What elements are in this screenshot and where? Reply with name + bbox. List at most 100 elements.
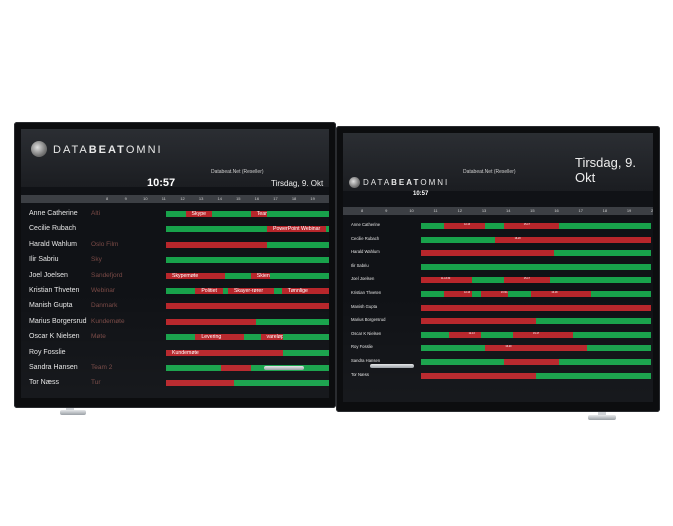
busy-block[interactable] — [221, 365, 251, 371]
free-block[interactable] — [166, 334, 196, 341]
free-block[interactable] — [273, 288, 282, 294]
free-block[interactable] — [283, 334, 329, 341]
busy-block[interactable]: Politiet — [195, 288, 224, 294]
busy-block[interactable]: Kundemøte — [166, 349, 284, 356]
busy-block[interactable] — [166, 380, 235, 387]
free-block[interactable] — [421, 263, 651, 270]
person-name: Roy Fosslie — [29, 348, 66, 356]
busy-block[interactable]: 12-13 — [444, 291, 472, 297]
busy-block[interactable] — [503, 359, 559, 365]
free-block[interactable] — [549, 277, 651, 284]
free-block[interactable] — [480, 331, 513, 338]
schedule-row[interactable]: Joel Joelsen 11-13:30 15-17 — [343, 273, 653, 287]
schedule-row[interactable]: Tor Næss Tur — [21, 376, 329, 390]
free-block[interactable] — [166, 211, 186, 217]
busy-block[interactable]: 16-18 — [531, 291, 592, 297]
free-block[interactable] — [244, 334, 261, 341]
event-label: vareløpr — [266, 334, 286, 341]
busy-block[interactable] — [421, 250, 555, 257]
busy-block[interactable]: 15-17 — [503, 277, 550, 284]
free-block[interactable] — [211, 211, 251, 217]
free-block[interactable] — [572, 331, 651, 338]
busy-block[interactable]: PowerPoint Webinar — [267, 226, 326, 233]
free-block[interactable] — [559, 359, 651, 365]
schedule-row[interactable]: Oscar K Nielsen Møte Levering vareløpr — [21, 330, 329, 344]
free-block[interactable] — [166, 257, 329, 264]
busy-block[interactable]: 16-20 — [494, 236, 633, 243]
free-block[interactable] — [554, 250, 651, 257]
busy-block[interactable] — [166, 318, 256, 325]
busy-block[interactable]: 15-17 — [513, 331, 573, 338]
schedule-row[interactable]: Ilir Sabriu Sky — [21, 253, 329, 267]
busy-block[interactable] — [166, 241, 268, 248]
schedule-row[interactable]: Roy Fosslie Kundemøte — [21, 346, 329, 360]
free-block[interactable] — [270, 272, 329, 279]
schedule-row[interactable]: Kristian Thveten 12-13 13:30-15 16-18 — [343, 287, 653, 301]
free-block[interactable] — [485, 223, 504, 229]
schedule-row[interactable]: Ilir Sabriu — [343, 260, 653, 274]
free-block[interactable] — [421, 291, 444, 297]
schedule-row[interactable]: Tor Næss — [343, 369, 653, 383]
busy-block[interactable]: 12-13 — [448, 331, 481, 338]
free-block[interactable] — [508, 291, 532, 297]
free-block[interactable] — [224, 272, 251, 279]
free-block[interactable] — [591, 291, 651, 297]
free-block[interactable] — [166, 226, 268, 233]
schedule-row[interactable]: Manish Gupta — [343, 301, 653, 315]
free-block[interactable] — [283, 349, 329, 356]
busy-block[interactable]: Skien — [250, 272, 271, 279]
free-block[interactable] — [559, 223, 651, 229]
busy-block[interactable]: Team 2 — [250, 211, 274, 217]
schedule-row[interactable]: Anne Catherine 12-13 15-17 — [343, 219, 653, 233]
schedule-row[interactable]: Anne Catherine Alti Skype Team 2 — [21, 207, 329, 221]
schedule-row[interactable]: Cecilie Rubach 16-20 — [343, 233, 653, 247]
free-block[interactable] — [536, 372, 651, 379]
schedule-row[interactable]: Roy Fosslie 16-20 — [343, 341, 653, 355]
free-block[interactable] — [421, 223, 444, 229]
free-block[interactable] — [267, 241, 329, 248]
busy-block[interactable] — [421, 304, 651, 311]
free-block[interactable] — [471, 277, 504, 284]
busy-block[interactable]: 12-13 — [444, 223, 486, 229]
busy-block[interactable]: Skype — [185, 211, 212, 217]
busy-block[interactable]: 16-20 — [485, 345, 587, 352]
busy-block[interactable] — [632, 236, 651, 243]
busy-block[interactable]: Skayer-rører — [227, 288, 274, 294]
schedule-row[interactable]: Joel Joelsen Sandefjord Skypemøte Skien — [21, 269, 329, 283]
free-block[interactable] — [536, 318, 651, 325]
busy-block[interactable]: Skypemøte — [166, 272, 225, 279]
free-block[interactable] — [166, 288, 196, 294]
free-block[interactable] — [421, 331, 449, 338]
busy-block[interactable]: Levering — [195, 334, 245, 341]
busy-block[interactable] — [421, 318, 536, 325]
busy-block[interactable]: 11-13:30 — [421, 277, 472, 284]
busy-block[interactable]: vareløpr — [260, 334, 286, 341]
schedule-row[interactable]: Marius Borgersrud Kundemøte — [21, 315, 329, 329]
busy-block[interactable]: 15-17 — [503, 223, 559, 229]
free-block[interactable] — [234, 380, 329, 387]
free-block[interactable] — [421, 345, 486, 352]
schedule-row[interactable]: Harald Wahlum Oslo Film — [21, 238, 329, 252]
schedule-row[interactable]: Marius Borgersrud — [343, 314, 653, 328]
schedule-row[interactable]: Kristian Thveten Webinar Politiet Skayer-rø… — [21, 284, 329, 298]
free-block[interactable] — [421, 359, 504, 365]
free-block[interactable] — [166, 365, 222, 371]
schedule-row[interactable]: Harald Wahlum — [343, 246, 653, 260]
hour-tick-label: 10 — [409, 208, 414, 213]
busy-block[interactable] — [166, 303, 329, 310]
free-block[interactable] — [586, 345, 651, 352]
busy-block[interactable]: Tønnlige — [281, 288, 329, 294]
free-block[interactable] — [223, 288, 228, 294]
schedule-row[interactable]: Cecilie Rubach PowerPoint Webinar — [21, 222, 329, 236]
busy-block[interactable]: 13:30-15 — [480, 291, 510, 297]
schedule-row[interactable]: Sandra Hansen — [343, 355, 653, 369]
free-block[interactable] — [267, 211, 329, 217]
free-block[interactable] — [255, 318, 329, 325]
schedule-row[interactable]: Manish Gupta Danmark — [21, 299, 329, 313]
free-block[interactable] — [325, 226, 329, 233]
free-block[interactable] — [471, 291, 481, 297]
busy-block[interactable] — [421, 372, 536, 379]
hour-scale: 891011121314151617181920 — [21, 195, 329, 203]
schedule-row[interactable]: Oscar K Nielsen 12-13 15-17 — [343, 328, 653, 342]
free-block[interactable] — [421, 236, 495, 243]
